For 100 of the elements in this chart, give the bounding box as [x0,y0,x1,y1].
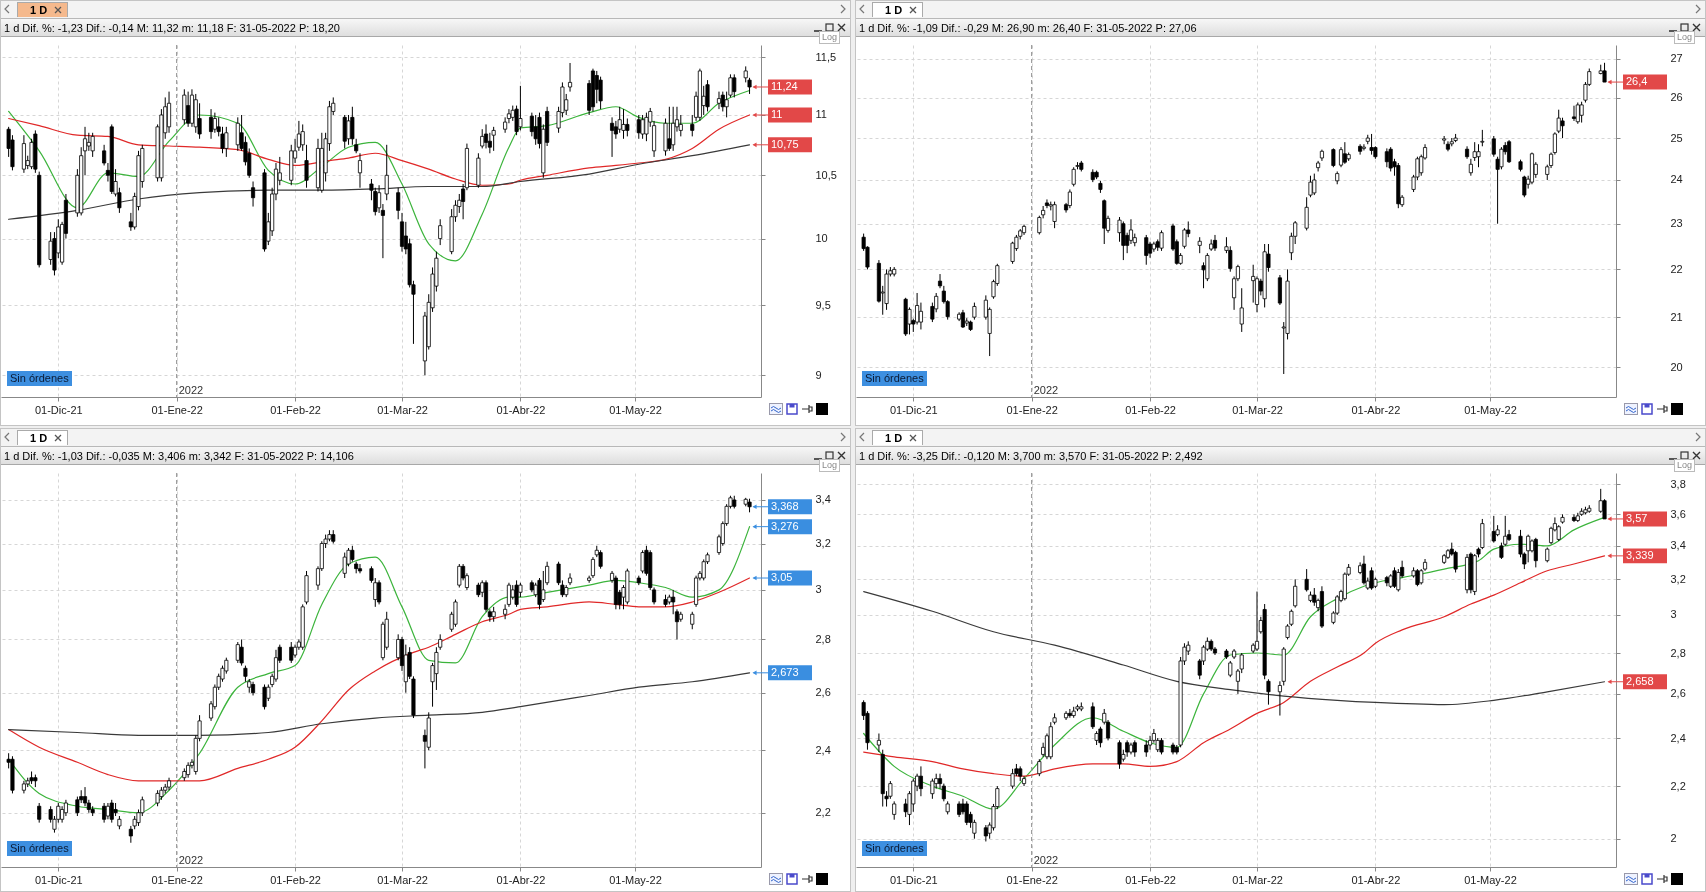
y-tick-label: 2,4 [815,743,831,756]
y-tick-label: 3,6 [1670,507,1686,520]
chart-title: 1 D [30,4,48,16]
candlestick [209,108,214,140]
candlestick [671,106,676,152]
line-series [8,577,751,782]
candlestick [1491,135,1496,158]
x-tick-label: 01-Mar-22 [377,403,428,416]
candlestick [1476,143,1481,168]
candlestick [1266,678,1271,706]
y-tick-label: 22 [1670,262,1683,275]
y-tick-label: 11 [815,108,827,121]
x-tick-label: 01-Dic-21 [34,403,83,416]
candlestick [224,126,229,158]
candlestick [541,570,546,603]
annotation: 11 [771,107,783,120]
y-tick-label: 2,6 [815,686,831,699]
annotation: 2,658 [1626,674,1654,687]
candlestick [1491,515,1496,544]
y-tick-label: 2 [1670,832,1677,845]
annotation: 3,05 [771,571,793,584]
y-tick-label: 25 [1670,131,1683,144]
x-tick-label: 01-Mar-22 [1232,873,1283,886]
ref-line-label: 2022 [178,384,204,396]
candlestick [667,106,672,152]
candlestick [1361,143,1366,151]
annotation: 10,75 [771,137,799,150]
annotation: 26,4 [1626,75,1648,88]
candlestick [568,62,573,93]
x-tick-label: 01-Abr-22 [1351,403,1401,416]
candlestick [342,552,347,579]
y-tick-label: 27 [1670,52,1683,65]
y-tick-label: 3 [815,583,822,596]
y-tick-label: 21 [1670,310,1683,323]
candlestick [640,549,645,574]
ref-line-label: 2022 [178,854,204,866]
x-tick-label: 01-Ene-22 [151,403,203,416]
y-tick-label: 11,5 [815,50,837,63]
y-tick-label: 3,8 [1670,478,1686,490]
candlestick [396,187,401,220]
candlestick [1507,139,1512,164]
chart-subtitle: 1 d Dif. %: -3,25 Dif.: -0,120 M: 3,700 m: 3,570 F: 31-05-2022 P: 2,492 [859,449,1203,462]
candlestick [1468,158,1473,177]
candlestick [568,572,573,586]
y-tick-label: 23 [1670,217,1683,230]
candlestick [37,802,42,824]
candlestick [212,112,217,134]
annotation: Sin órdenes [7,841,72,856]
candlestick [610,116,615,158]
candlestick [1342,141,1347,165]
candlestick [384,144,389,201]
candlestick [186,91,191,128]
y-tick-label: 26 [1670,91,1683,104]
y-tick-label: 20 [1670,360,1683,373]
candlestick [1304,196,1309,231]
candlestick [1121,220,1126,261]
candlestick [484,123,489,149]
x-tick-label: 01-Abr-22 [1351,873,1401,886]
annotation: Sin órdenes [862,371,927,386]
candlestick [1312,173,1317,196]
candlestick [438,218,443,246]
candlestick [304,144,309,189]
candlestick [453,599,458,628]
x-tick-label: 01-Dic-21 [889,873,938,886]
y-tick-label: 3,4 [815,493,831,506]
annotation: 3,57 [1626,511,1648,524]
annotation: 2,673 [771,665,799,678]
x-tick-label: 01-May-22 [609,873,662,886]
x-tick-label: 01-Abr-22 [496,873,546,886]
candlestick [918,302,923,330]
x-tick-label: 01-May-22 [1464,873,1517,886]
annotation: 11,24 [771,80,798,92]
candlestick [1071,166,1076,187]
chart-title: 1 D [885,432,903,444]
x-tick-label: 01-Mar-22 [1232,403,1283,416]
y-tick-label: 2,8 [815,632,831,645]
y-tick-label: 2,4 [1670,731,1686,744]
line-series [863,590,1606,706]
candlestick [346,114,351,146]
candlestick [930,778,935,800]
candlestick [1308,175,1313,198]
candlestick [1067,188,1072,209]
candlestick [1293,578,1298,609]
candlestick [533,114,538,146]
candlestick [273,649,278,683]
y-tick-label: 2,2 [815,806,831,819]
candlestick [1358,143,1363,156]
x-tick-label: 01-Feb-22 [270,403,321,416]
candlestick [705,79,710,112]
y-tick-label: 10 [815,232,828,245]
candlestick [1388,146,1393,172]
chart-title: 1 D [885,4,903,16]
candlestick [1090,701,1095,730]
x-tick-label: 01-Abr-22 [496,403,546,416]
y-tick-label: 24 [1670,173,1683,186]
x-tick-label: 01-Feb-22 [270,873,321,886]
x-tick-label: 01-Dic-21 [889,403,938,416]
y-tick-label: 3,2 [815,537,831,550]
candlestick [251,181,256,208]
candlestick [1304,568,1309,593]
